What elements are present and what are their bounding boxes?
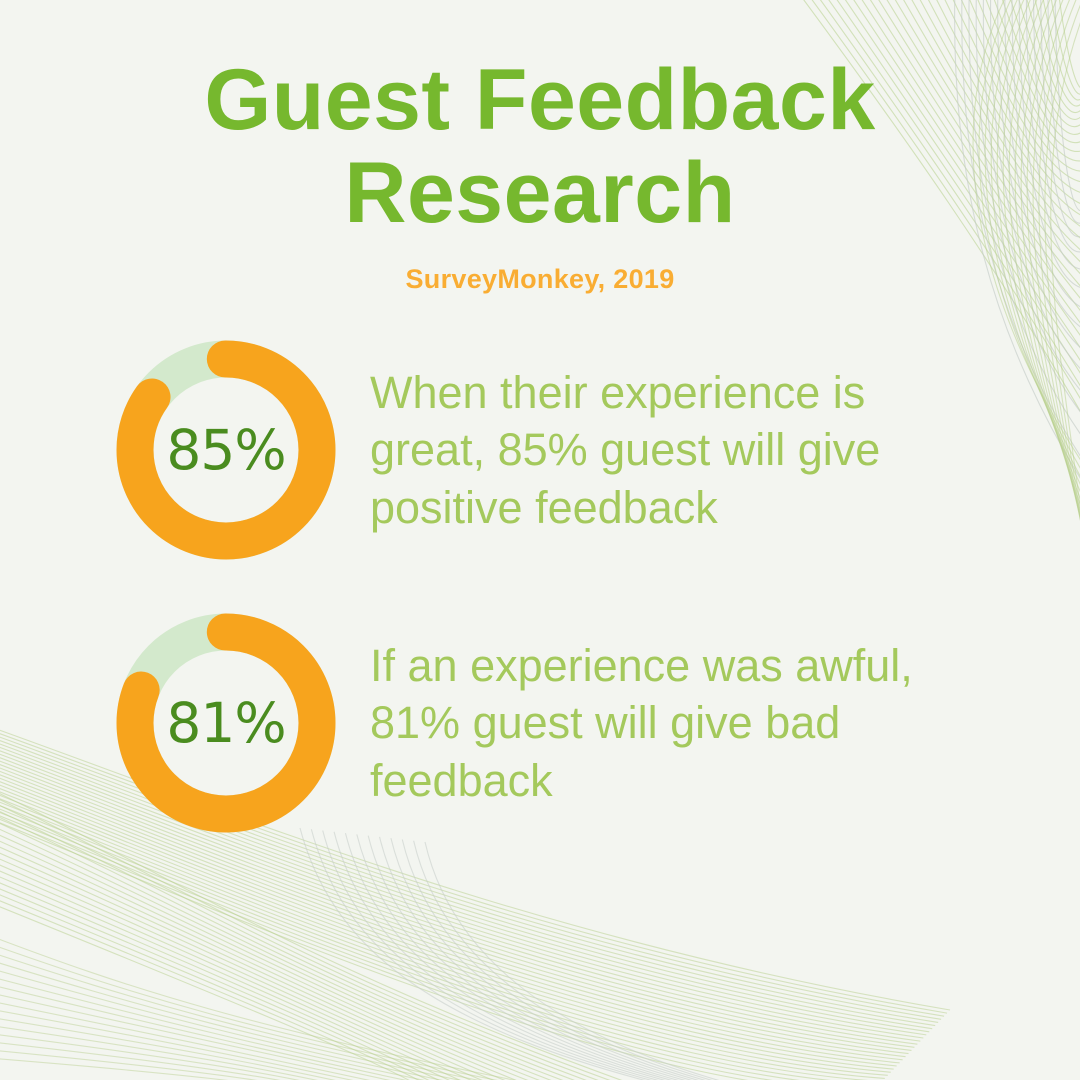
donut-value-label: 85% (166, 418, 286, 482)
title-line-1: Guest Feedback (204, 52, 876, 148)
donut-ring-85 (116, 340, 336, 560)
donut-chart-81: 81% (116, 613, 336, 833)
donut-chart-85: 85% (116, 340, 336, 560)
source-citation: SurveyMonkey, 2019 (405, 263, 675, 294)
donut-progress-arc (116, 340, 336, 560)
stat-row-bad-feedback: 81% If an experience was awful, 81% gues… (116, 613, 985, 833)
title-line-2: Research (344, 144, 736, 241)
page-title: Guest Feedback Research (0, 54, 1080, 240)
stat-description: If an experience was awful, 81% guest wi… (370, 640, 913, 806)
stat-row-positive-feedback: 85% When their experience is great, 85% … (116, 340, 985, 560)
stat-description: When their experience is great, 85% gues… (370, 367, 881, 533)
donut-value-label: 81% (166, 691, 286, 755)
header: Guest Feedback Research SurveyMonkey, 20… (0, 54, 1080, 295)
